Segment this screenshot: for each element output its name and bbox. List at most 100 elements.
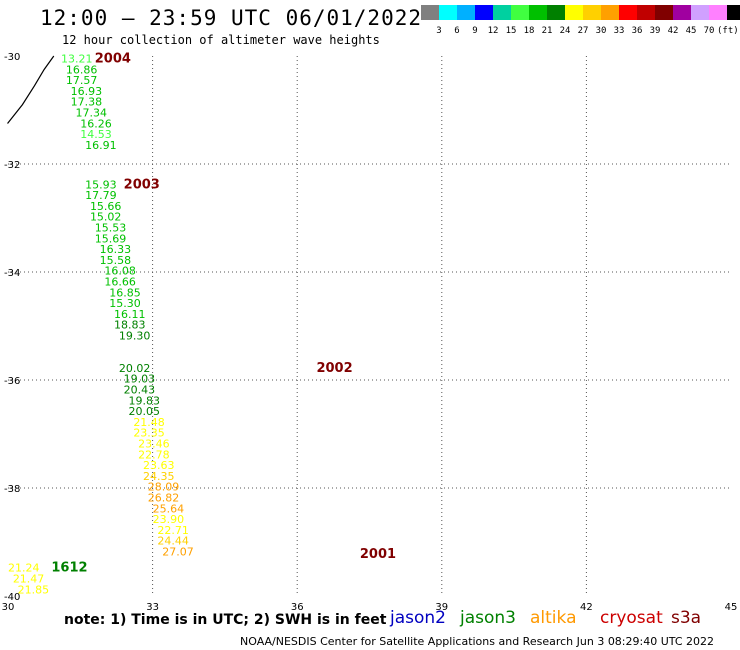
time-label: 2003 bbox=[124, 177, 160, 192]
wave-height-value: 15.69 bbox=[95, 232, 127, 245]
wave-height-value: 14.53 bbox=[80, 128, 112, 141]
wave-height-value: 17.57 bbox=[66, 74, 98, 87]
wave-height-value: 19.03 bbox=[124, 373, 155, 386]
wave-height-value: 16.66 bbox=[104, 276, 135, 289]
time-label: 2002 bbox=[316, 361, 352, 376]
wave-height-value: 19.30 bbox=[119, 330, 151, 343]
wave-height-value: 15.93 bbox=[85, 178, 117, 191]
wave-height-value: 23.90 bbox=[153, 513, 185, 526]
time-label: 2001 bbox=[360, 547, 396, 562]
wave-height-value: 28.09 bbox=[148, 481, 180, 494]
time-label: 2004 bbox=[95, 51, 131, 66]
y-tick-label: -36 bbox=[4, 376, 20, 387]
wave-height-value: 20.05 bbox=[129, 405, 161, 418]
wave-height-value: 21.48 bbox=[133, 416, 165, 429]
wave-height-value: 23.46 bbox=[138, 438, 170, 451]
wave-height-value: 16.91 bbox=[85, 139, 117, 152]
legend-jason2: jason2 bbox=[390, 608, 446, 628]
x-tick-label: 33 bbox=[146, 602, 159, 613]
color-scale-label: 18 bbox=[523, 26, 535, 36]
color-scale-label: 70 bbox=[703, 26, 715, 36]
color-swatch bbox=[511, 5, 529, 20]
x-tick-label: 42 bbox=[580, 602, 593, 613]
wave-height-value: 20.43 bbox=[124, 384, 155, 397]
wave-height-value: 16.85 bbox=[109, 286, 141, 299]
wave-height-value: 16.86 bbox=[66, 63, 98, 76]
legend-cryosat: cryosat bbox=[600, 608, 663, 628]
coastline bbox=[7, 55, 55, 124]
wave-height-value: 13.21 bbox=[61, 52, 93, 65]
page-title: 12:00 – 23:59 UTC 06/01/2022 bbox=[40, 6, 423, 30]
color-swatch bbox=[529, 5, 547, 20]
wave-height-value: 23.35 bbox=[133, 427, 165, 440]
color-swatch bbox=[673, 5, 691, 20]
wave-height-value: 16.33 bbox=[100, 243, 132, 256]
wave-height-value: 21.85 bbox=[18, 583, 50, 596]
color-swatch bbox=[421, 5, 439, 20]
y-tick-label: -34 bbox=[4, 268, 20, 279]
wave-height-value: 18.83 bbox=[114, 319, 146, 332]
wave-height-value: 17.38 bbox=[71, 96, 103, 109]
page-subtitle: 12 hour collection of altimeter wave hei… bbox=[62, 33, 380, 47]
credit-line: NOAA/NESDIS Center for Satellite Applica… bbox=[240, 635, 715, 648]
color-scale-label: 30 bbox=[595, 26, 607, 36]
wave-height-value: 27.07 bbox=[162, 546, 194, 559]
y-tick-label: -30 bbox=[4, 52, 20, 63]
color-scale-label: 36 bbox=[631, 26, 643, 36]
color-scale-label: 33 bbox=[613, 26, 625, 36]
color-scale-label: 42 bbox=[667, 26, 679, 36]
color-scale-label: 45 bbox=[685, 26, 697, 36]
color-scale-label: 15 bbox=[505, 26, 517, 36]
color-swatch bbox=[565, 5, 583, 20]
x-tick-label: 45 bbox=[725, 602, 738, 613]
wave-height-value: 16.26 bbox=[80, 117, 112, 130]
color-swatch bbox=[493, 5, 511, 20]
wave-height-value: 15.66 bbox=[90, 200, 122, 213]
wave-height-value: 23.63 bbox=[143, 459, 175, 472]
x-tick-label: 36 bbox=[291, 602, 304, 613]
color-swatch bbox=[457, 5, 475, 20]
wave-height-value: 15.30 bbox=[109, 297, 141, 310]
wave-height-value: 19.83 bbox=[129, 394, 161, 407]
color-swatch bbox=[547, 5, 565, 20]
y-tick-label: -40 bbox=[4, 592, 20, 603]
color-scale-label: 21 bbox=[541, 26, 553, 36]
color-swatch bbox=[727, 5, 740, 20]
legend-jason3: jason3 bbox=[460, 608, 516, 628]
wave-height-value: 16.11 bbox=[114, 308, 146, 321]
color-scale-label: 12 bbox=[487, 26, 499, 36]
wave-height-value: 16.93 bbox=[71, 85, 103, 98]
x-tick-label: 30 bbox=[2, 602, 15, 613]
legend-s3a: s3a bbox=[671, 608, 702, 628]
wave-height-value: 22.71 bbox=[157, 524, 189, 537]
color-scale-label: 9 bbox=[472, 26, 478, 36]
wave-height-value: 15.58 bbox=[100, 254, 132, 267]
y-tick-label: -38 bbox=[4, 484, 20, 495]
units-note: note: 1) Time is in UTC; 2) SWH is in fe… bbox=[64, 612, 387, 628]
x-tick-label: 39 bbox=[435, 602, 448, 613]
color-scale-label: 24 bbox=[559, 26, 571, 36]
wave-height-value: 20.02 bbox=[119, 362, 151, 375]
wave-height-value: 21.47 bbox=[13, 573, 45, 586]
wave-height-value: 17.79 bbox=[85, 189, 117, 202]
color-swatch bbox=[619, 5, 637, 20]
color-swatch bbox=[601, 5, 619, 20]
color-swatch bbox=[691, 5, 709, 20]
color-swatch bbox=[439, 5, 457, 20]
color-scale-label: 6 bbox=[454, 26, 460, 36]
color-scale-label: (ft) bbox=[717, 26, 739, 36]
wave-height-value: 26.82 bbox=[148, 492, 180, 505]
legend-altika: altika bbox=[530, 608, 577, 628]
y-tick-label: -32 bbox=[4, 160, 20, 171]
wave-height-value: 15.02 bbox=[90, 211, 122, 224]
wave-height-value: 15.53 bbox=[95, 222, 127, 235]
color-swatch bbox=[709, 5, 727, 20]
color-scale-label: 27 bbox=[577, 26, 589, 36]
wave-height-value: 24.44 bbox=[157, 535, 189, 548]
wave-height-value: 17.34 bbox=[75, 106, 107, 119]
color-swatch bbox=[655, 5, 673, 20]
wave-height-value: 16.08 bbox=[104, 265, 135, 278]
color-swatch bbox=[583, 5, 601, 20]
color-swatch bbox=[475, 5, 493, 20]
